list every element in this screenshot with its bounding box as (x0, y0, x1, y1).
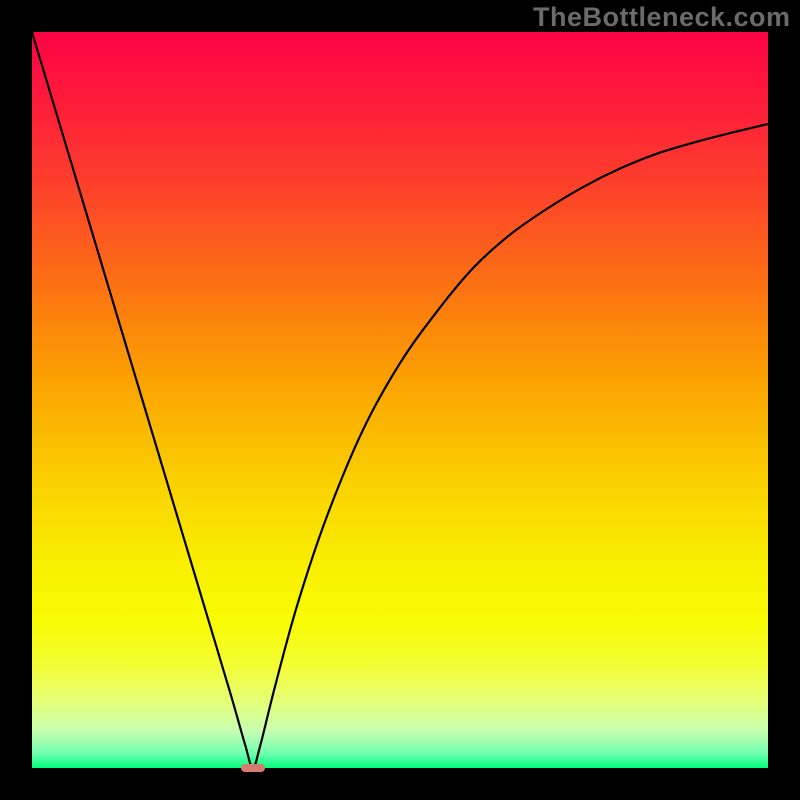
watermark-label: TheBottleneck.com (533, 2, 791, 33)
frame-right (768, 0, 800, 800)
frame-left (0, 0, 32, 800)
bottleneck-chart-plot (32, 32, 768, 768)
optimal-point-marker (241, 764, 265, 773)
bottleneck-curve (32, 32, 768, 768)
frame-bottom (0, 768, 800, 800)
